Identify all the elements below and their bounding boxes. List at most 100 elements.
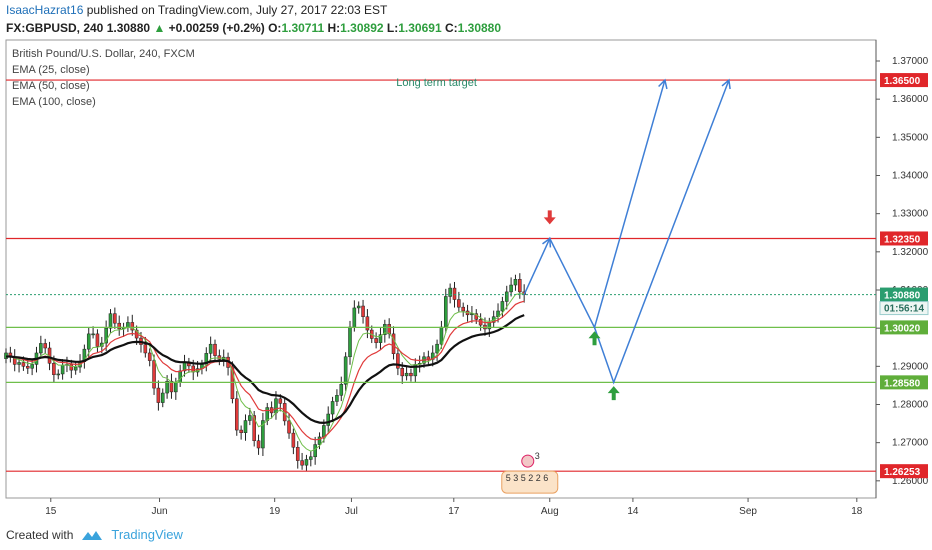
candle-body <box>435 343 439 354</box>
y-tick-label: 1.37000 <box>892 56 929 67</box>
level-price-label: 1.26253 <box>884 467 921 478</box>
candle-body <box>21 362 26 367</box>
candle-body <box>248 415 252 421</box>
events-strip-icon <box>501 470 559 494</box>
tradingview-logo-icon <box>82 530 103 540</box>
candle-body <box>235 398 239 431</box>
candle-body <box>217 355 222 360</box>
candle-body <box>300 460 304 466</box>
candle-body <box>243 420 248 433</box>
current-price-label: 1.30880 <box>884 291 921 302</box>
candle-body <box>326 413 330 426</box>
candle-body <box>295 446 300 461</box>
candle-body <box>356 305 361 309</box>
tradingview-brand[interactable]: TradingView <box>111 527 183 542</box>
low-value: 1.30691 <box>398 21 442 35</box>
candle-body <box>500 301 505 312</box>
candle-body <box>322 425 326 438</box>
level-price-label: 1.32350 <box>884 234 921 245</box>
y-tick-label: 1.32000 <box>892 247 929 258</box>
events-numbers: 5 3 5 2 2 6 <box>506 473 549 483</box>
candle-body <box>86 333 91 350</box>
level-price-box <box>880 464 928 479</box>
high-value: 1.30892 <box>340 21 384 35</box>
legend-ema-50: EMA (50, close) <box>12 80 90 92</box>
up-arrow-icon: ▲ <box>153 21 166 35</box>
sell-arrow-icon <box>543 210 556 225</box>
candle-body <box>261 420 265 449</box>
ema-line-100 <box>6 314 525 425</box>
candle-body <box>313 444 317 458</box>
y-tick-label: 1.34000 <box>892 170 929 181</box>
ema-line-25 <box>5 293 525 452</box>
y-tick-label: 1.27000 <box>892 438 929 449</box>
last-price: 1.30880 <box>106 21 151 35</box>
candle-body <box>352 307 357 328</box>
candle-body <box>160 392 165 403</box>
high-label: H: <box>327 21 341 35</box>
y-tick-label: 1.35000 <box>892 132 929 143</box>
projection-path-a <box>523 79 666 330</box>
x-tick-label: Jun <box>151 506 167 517</box>
level-price-label: 1.30020 <box>884 323 921 334</box>
level-price-label: 1.36500 <box>884 76 921 87</box>
y-tick-label: 1.26000 <box>892 476 929 487</box>
candle-body <box>265 407 270 421</box>
candle-body <box>239 429 243 433</box>
candle-body <box>278 398 283 404</box>
candle-body <box>343 356 348 385</box>
candle-body <box>404 372 409 377</box>
y-tick-label: 1.36000 <box>892 94 929 105</box>
event-count: 3 <box>535 451 540 461</box>
candle-body <box>409 372 413 377</box>
y-tick-label: 1.28000 <box>892 399 929 410</box>
candle-body <box>400 367 405 377</box>
candle-body <box>56 373 61 376</box>
candle-body <box>287 420 291 434</box>
chart-legend: British Pound/U.S. Dollar, 240, FXCM EMA… <box>12 46 195 110</box>
candle-body <box>518 279 522 293</box>
candle-body <box>274 398 278 414</box>
candle-body <box>73 366 78 371</box>
candle-body <box>69 364 74 371</box>
candle-body <box>30 364 34 369</box>
symbol-line: FX:GBPUSD, 240 1.30880 ▲ +0.00259 (+0.2%… <box>6 21 501 35</box>
candle-body <box>339 384 344 396</box>
candle-body <box>348 326 352 358</box>
candle-body <box>509 284 513 293</box>
candle-body <box>513 279 518 286</box>
candle-body <box>147 352 152 361</box>
candle-body <box>374 338 378 343</box>
projection-path-b <box>593 79 730 385</box>
candle-body <box>25 366 30 369</box>
candle-body <box>213 343 217 356</box>
candle-body <box>152 360 156 389</box>
x-tick-label: Jul <box>345 506 358 517</box>
candle-body <box>474 313 479 320</box>
candle-body <box>17 362 21 365</box>
candle-body <box>256 440 261 449</box>
candle-body <box>108 313 113 329</box>
x-tick-label: 19 <box>269 506 281 517</box>
x-tick-label: 14 <box>627 506 639 517</box>
candle-body <box>365 316 370 331</box>
candle-body <box>387 324 391 335</box>
candle-body <box>113 313 117 324</box>
level-price-box <box>880 320 928 335</box>
countdown-label: 01:56:14 <box>884 304 924 315</box>
candle-body <box>156 387 161 403</box>
close-label: C: <box>444 21 458 35</box>
candle-body <box>117 322 121 330</box>
x-tick-label: Sep <box>739 506 757 517</box>
candle-body <box>470 313 474 316</box>
legend-ema-100: EMA (100, close) <box>12 96 96 108</box>
candle-body <box>461 306 465 312</box>
author-link[interactable]: IsaacHazrat16 <box>6 3 84 17</box>
candle-body <box>383 324 387 335</box>
candle-body <box>169 380 174 393</box>
symbol-text: FX:GBPUSD, 240 <box>6 21 104 35</box>
candle-body <box>191 365 196 373</box>
legend-instrument: British Pound/U.S. Dollar, 240, FXCM <box>12 48 195 60</box>
candle-body <box>457 299 461 308</box>
